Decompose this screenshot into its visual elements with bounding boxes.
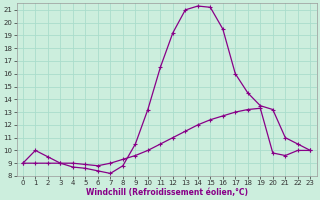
X-axis label: Windchill (Refroidissement éolien,°C): Windchill (Refroidissement éolien,°C): [85, 188, 248, 197]
